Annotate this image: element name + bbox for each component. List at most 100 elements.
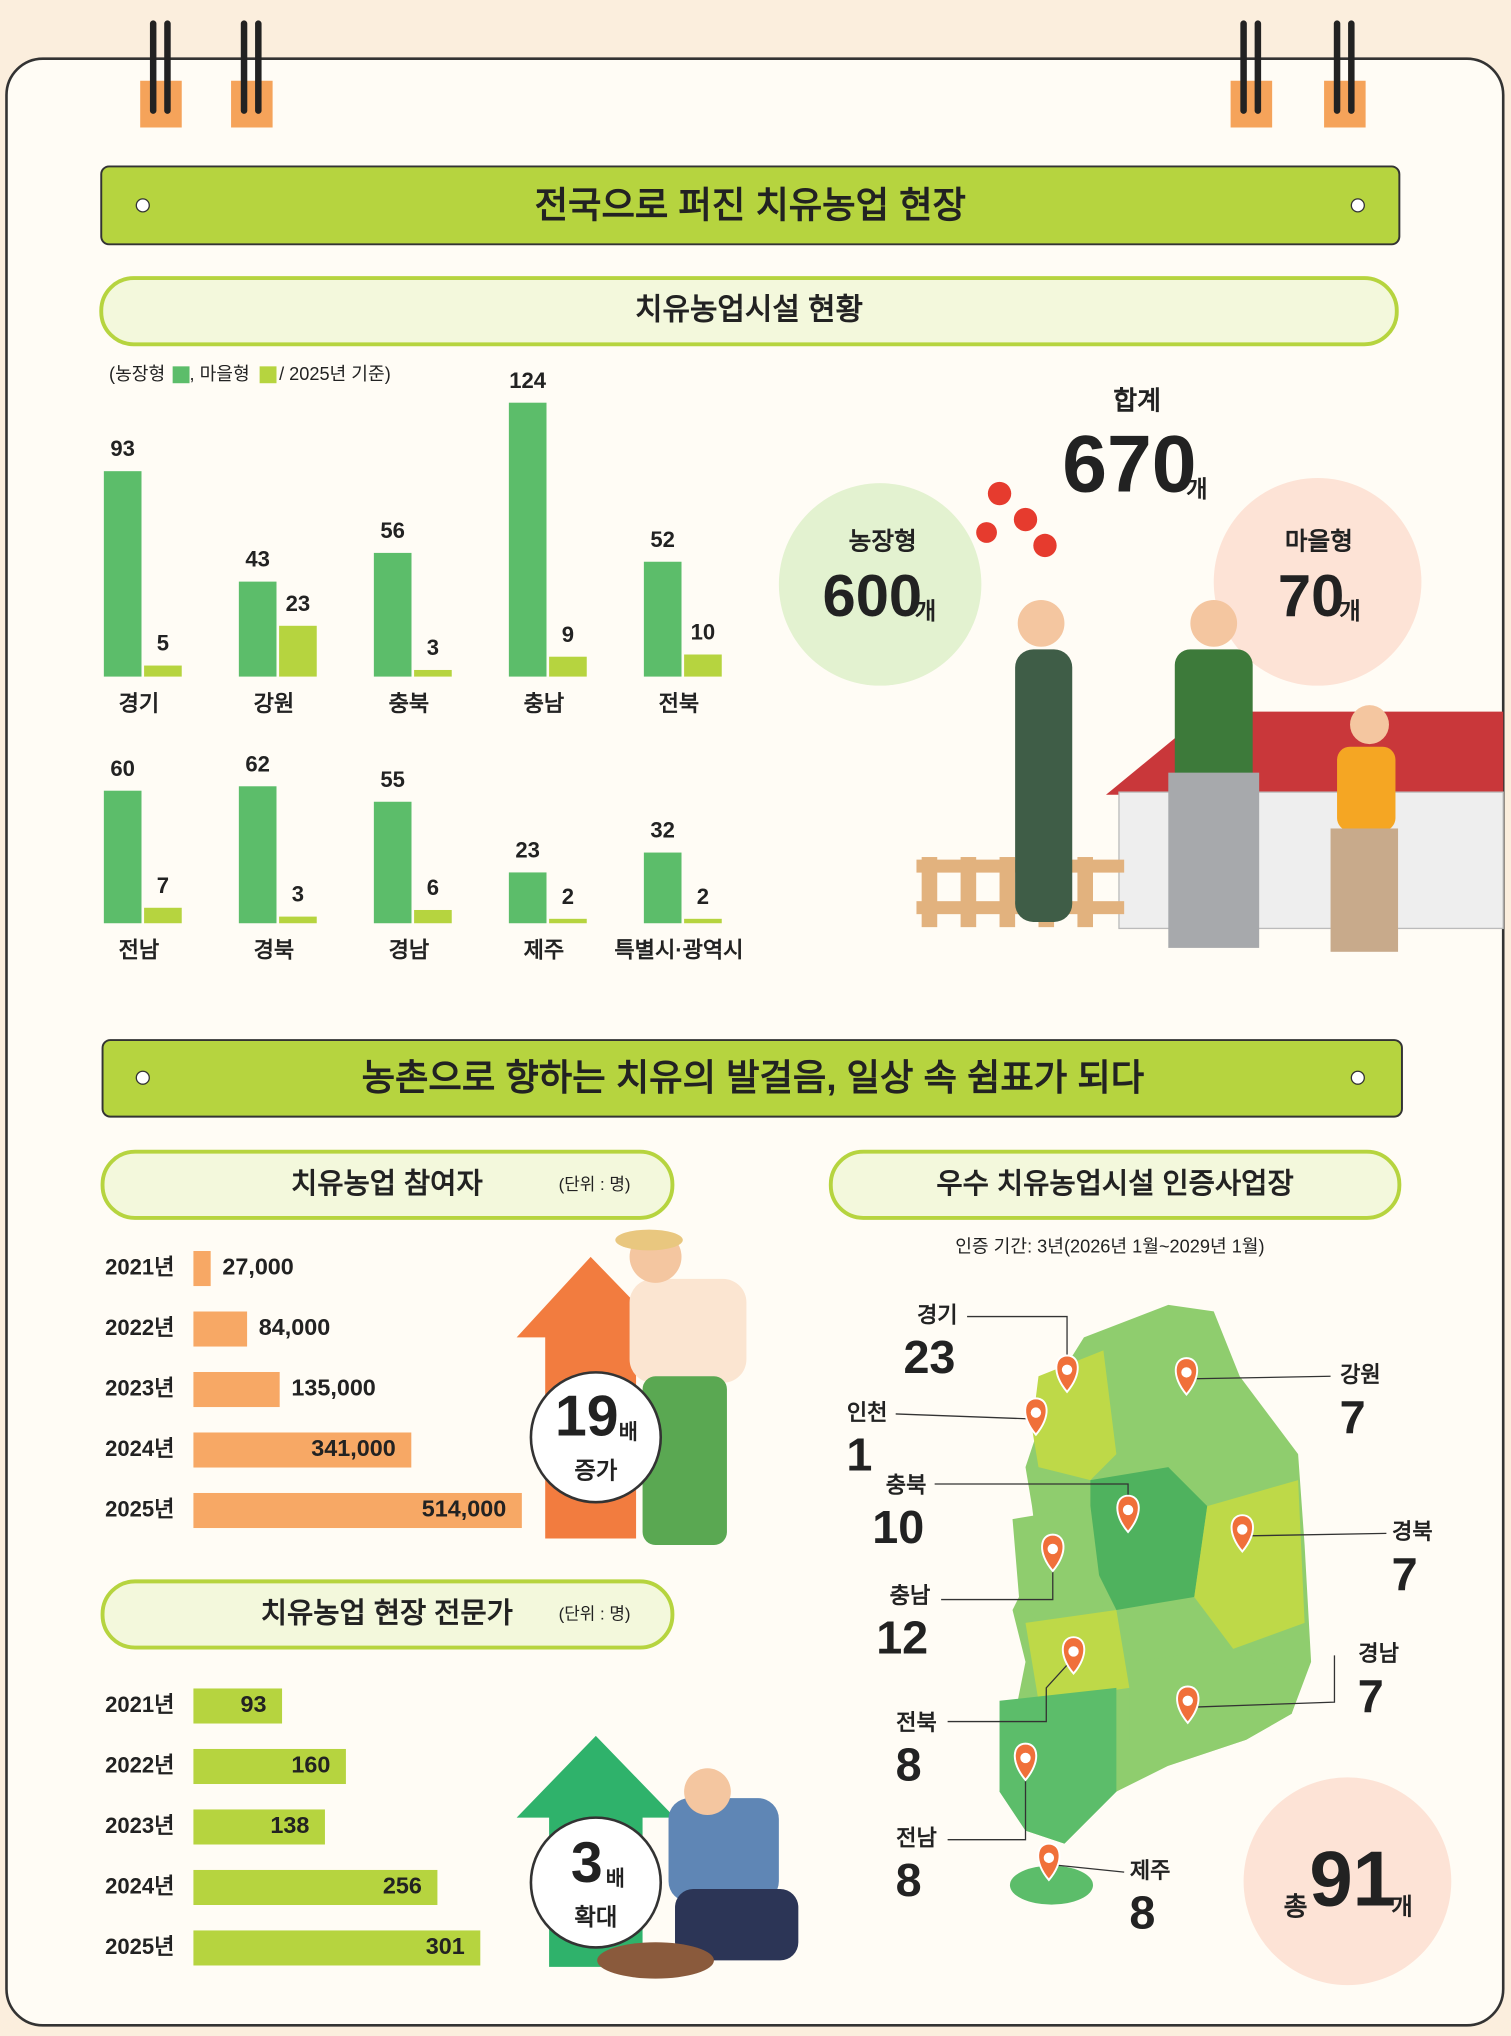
year-label: 2021년 (105, 1692, 174, 1717)
bar (193, 1748, 346, 1785)
value-label: 27,000 (222, 1254, 293, 1280)
year-label: 2025년 (105, 1496, 174, 1521)
year-label: 2021년 (105, 1254, 174, 1279)
leader-line (1186, 1375, 1331, 1380)
value-label: 341,000 (311, 1435, 395, 1461)
farm-label: 농장형 (849, 527, 917, 555)
chart-title: 치유농업 현장 전문가 (261, 1598, 513, 1630)
year-label: 2024년 (105, 1873, 174, 1898)
legend-swatch (259, 366, 277, 384)
value-label: 43 (245, 547, 270, 572)
chart-title: 우수 치유농업시설 인증사업장 (936, 1168, 1293, 1200)
bar (549, 656, 587, 677)
illustration (615, 1229, 747, 1546)
bar (373, 552, 412, 677)
value-label: 138 (270, 1812, 309, 1838)
chart-title: 치유농업 참여자 (291, 1168, 483, 1200)
value-label: 301 (426, 1933, 465, 1959)
unit: 개 (1339, 598, 1360, 624)
value-label: 10 (691, 620, 716, 645)
section-title: 전국으로 퍼진 치유농업 현장 (535, 185, 966, 226)
category-label: 제주 (524, 938, 565, 963)
leader-line (947, 1657, 1075, 1723)
pin-dot (1237, 1524, 1248, 1535)
year-label: 2022년 (105, 1315, 174, 1340)
bar (549, 918, 587, 924)
unit: 개 (1391, 1894, 1413, 1920)
section-banner (100, 165, 1401, 246)
value-label: 23 (286, 591, 311, 616)
value-label: 2 (697, 884, 709, 909)
value-label: 3 (427, 635, 439, 660)
sub-banner (100, 1579, 675, 1650)
unit-note: (단위 : 명) (559, 1605, 631, 1624)
bar (193, 1809, 325, 1845)
category-label: 전남 (119, 938, 160, 963)
region-count: 8 (896, 1739, 922, 1791)
region-count: 12 (876, 1611, 928, 1663)
region-name: 전북 (896, 1710, 937, 1735)
illustration (597, 1768, 799, 1979)
year-label: 2022년 (105, 1752, 174, 1777)
bar (193, 1869, 438, 1905)
value-label: 32 (650, 818, 675, 843)
value-label: 62 (245, 751, 270, 776)
region-name: 경기 (917, 1302, 958, 1327)
pin-dot (1061, 1364, 1073, 1375)
region-name: 전남 (896, 1826, 937, 1851)
pin-dot (1043, 1852, 1055, 1864)
illustration (916, 481, 1504, 952)
badge-label: 증가 (574, 1458, 617, 1484)
region-name: 충남 (890, 1583, 931, 1608)
bar (193, 1432, 412, 1468)
value-label: 93 (110, 436, 135, 461)
sub-banner (99, 276, 1399, 347)
leader-line (1242, 1532, 1387, 1537)
bar (279, 916, 317, 924)
leader-line (1187, 1655, 1336, 1708)
value-label: 9 (562, 622, 574, 647)
category-label: 특별시·광역시 (614, 938, 743, 963)
badge-value: 19 (555, 1385, 619, 1449)
village-circle (1213, 477, 1422, 686)
value-label: 6 (427, 875, 439, 900)
bar (414, 669, 452, 677)
bar (103, 471, 142, 677)
bar (414, 909, 452, 924)
region-name: 충북 (886, 1472, 927, 1497)
section-title: 농촌으로 향하는 치유의 발걸음, 일상 속 쉼표가 되다 (362, 1057, 1145, 1098)
farm-total: 600 (823, 562, 923, 629)
value-label: 60 (110, 756, 135, 781)
bar (373, 801, 412, 924)
pin-dot (1047, 1543, 1058, 1555)
region-name: 경남 (1358, 1641, 1399, 1666)
bar (144, 665, 182, 677)
village-label: 마을형 (1285, 527, 1353, 555)
legend-swatch (172, 366, 190, 384)
bar (238, 581, 277, 677)
region-count: 10 (872, 1501, 924, 1553)
value-label: 2 (562, 884, 574, 909)
bar (279, 625, 317, 677)
value-label: 84,000 (259, 1314, 330, 1340)
region-count: 7 (1340, 1391, 1366, 1443)
bar (193, 1930, 481, 1966)
map (999, 1304, 1312, 1905)
value-label: 124 (509, 368, 547, 393)
farm-circle (778, 483, 982, 686)
section-banner (101, 1039, 1403, 1118)
value-label: 256 (383, 1873, 422, 1899)
region-name: 강원 (1340, 1362, 1381, 1387)
category-label: 충남 (524, 691, 565, 716)
chart-title: 치유농업시설 현황 (635, 294, 863, 327)
year-label: 2023년 (105, 1813, 174, 1838)
value-label: 514,000 (422, 1496, 506, 1522)
bar (238, 786, 277, 924)
bar (643, 852, 682, 924)
badge-label: 확대 (574, 1904, 617, 1930)
pin-dot (1068, 1646, 1079, 1657)
category-label: 경남 (389, 938, 430, 963)
pin-dot (1181, 1367, 1192, 1378)
